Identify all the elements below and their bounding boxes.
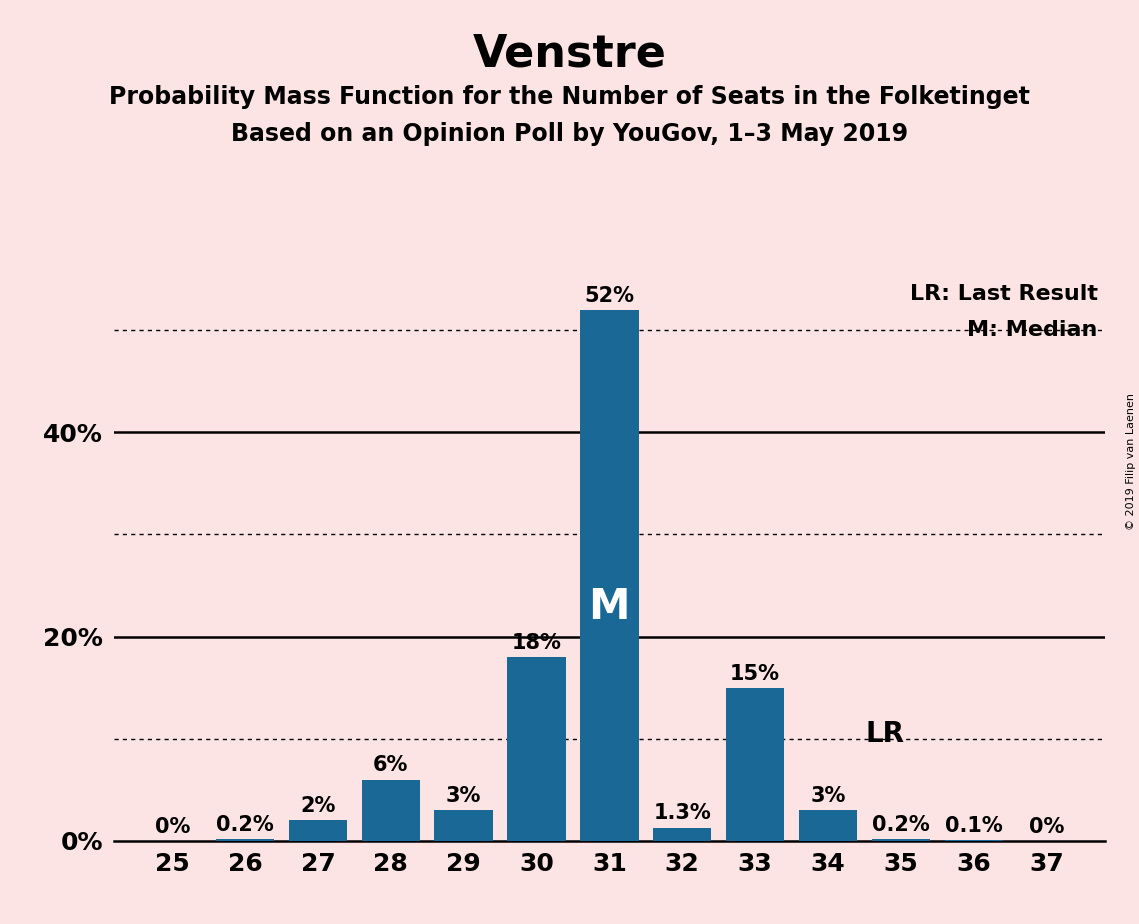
Text: Venstre: Venstre xyxy=(473,32,666,76)
Text: LR: Last Result: LR: Last Result xyxy=(910,285,1098,304)
Text: 0%: 0% xyxy=(1029,817,1064,837)
Text: M: Median: M: Median xyxy=(967,320,1098,340)
Text: 0.2%: 0.2% xyxy=(872,815,929,834)
Text: 2%: 2% xyxy=(301,796,336,816)
Text: Probability Mass Function for the Number of Seats in the Folketinget: Probability Mass Function for the Number… xyxy=(109,85,1030,109)
Bar xyxy=(871,839,929,841)
Text: 15%: 15% xyxy=(730,663,780,684)
Bar xyxy=(653,828,712,841)
Text: 52%: 52% xyxy=(584,286,634,306)
Text: © 2019 Filip van Laenen: © 2019 Filip van Laenen xyxy=(1126,394,1136,530)
Bar xyxy=(289,821,347,841)
Text: 6%: 6% xyxy=(374,756,409,775)
Text: LR: LR xyxy=(866,720,904,748)
Bar xyxy=(507,657,566,841)
Text: 3%: 3% xyxy=(810,786,845,806)
Bar xyxy=(580,310,639,841)
Bar xyxy=(362,780,420,841)
Text: 1.3%: 1.3% xyxy=(654,804,711,823)
Bar xyxy=(726,687,785,841)
Text: 0.1%: 0.1% xyxy=(945,816,1002,835)
Bar xyxy=(944,840,1002,841)
Bar xyxy=(798,810,858,841)
Bar xyxy=(434,810,493,841)
Text: 3%: 3% xyxy=(446,786,482,806)
Text: M: M xyxy=(589,586,630,628)
Text: 0.2%: 0.2% xyxy=(216,815,273,834)
Text: 0%: 0% xyxy=(155,817,190,837)
Bar xyxy=(216,839,274,841)
Text: 18%: 18% xyxy=(511,633,562,653)
Text: Based on an Opinion Poll by YouGov, 1–3 May 2019: Based on an Opinion Poll by YouGov, 1–3 … xyxy=(231,122,908,146)
